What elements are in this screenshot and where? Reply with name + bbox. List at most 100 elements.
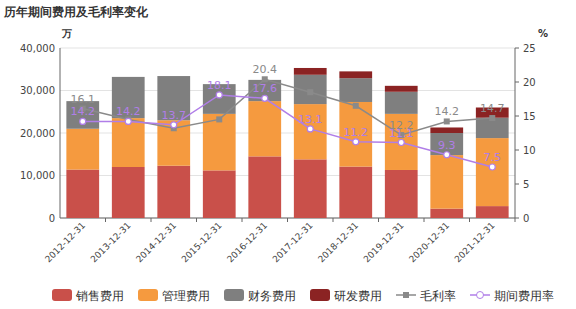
bar xyxy=(112,77,145,118)
y-tick-label: 20,000 xyxy=(20,128,55,139)
y2-tick-label: 10 xyxy=(523,145,536,156)
y-tick-label: 40,000 xyxy=(20,43,55,54)
bar xyxy=(112,76,145,77)
x-tick-label: 2015-12-31 xyxy=(180,220,224,264)
bar xyxy=(385,86,418,92)
bar xyxy=(203,170,236,218)
bar xyxy=(248,156,281,218)
y2-tick xyxy=(515,150,519,151)
marker xyxy=(353,103,359,109)
y2-tick xyxy=(515,218,519,219)
bar xyxy=(66,101,99,129)
bar xyxy=(294,159,327,218)
data-label: 14.7 xyxy=(480,102,505,115)
bar xyxy=(339,167,372,218)
marker xyxy=(171,122,177,128)
x-tick-label: 2020-12-31 xyxy=(407,220,451,264)
y2-tick-label: 0 xyxy=(523,213,529,224)
y2-tick xyxy=(515,184,519,185)
marker xyxy=(307,89,313,95)
data-labels: 16.120.412.214.214.714.214.213.718.117.6… xyxy=(71,63,505,164)
y2-axis xyxy=(515,48,516,218)
data-label: 13.7 xyxy=(162,109,187,122)
y-tick-label: 10,000 xyxy=(20,170,55,181)
grid-line xyxy=(60,48,515,49)
y2-tick xyxy=(515,82,519,83)
data-label: 11.1 xyxy=(389,127,414,140)
y2-tick xyxy=(515,48,519,49)
legend-swatch xyxy=(52,289,72,301)
y2-axis-label: % xyxy=(538,28,548,39)
data-label: 16.1 xyxy=(71,93,96,106)
data-label: 13.1 xyxy=(298,113,323,126)
x-tick-label: 2014-12-31 xyxy=(134,220,178,264)
x-tick xyxy=(378,218,379,222)
y2-tick-label: 15 xyxy=(523,111,536,122)
legend-label: 销售费用 xyxy=(75,289,124,303)
bar xyxy=(476,206,509,218)
x-tick xyxy=(287,218,288,222)
y-axis-label: 万 xyxy=(61,28,72,39)
x-tick-label: 2019-12-31 xyxy=(362,220,406,264)
data-label: 14.2 xyxy=(71,105,96,118)
legend-label: 毛利率 xyxy=(420,289,456,303)
data-label: 18.1 xyxy=(207,79,232,92)
legend-swatch xyxy=(138,289,158,301)
x-tick xyxy=(151,218,152,222)
legend-swatch xyxy=(403,292,409,298)
bar xyxy=(157,76,190,77)
bar xyxy=(385,170,418,218)
bar xyxy=(339,102,372,167)
x-tick-label: 2013-12-31 xyxy=(89,220,133,264)
x-tick-label: 2012-12-31 xyxy=(43,220,87,264)
legend-swatch xyxy=(310,289,330,301)
x-tick xyxy=(469,218,470,222)
legend-label: 管理费用 xyxy=(162,289,210,303)
line xyxy=(83,95,493,167)
bar xyxy=(157,166,190,218)
bar xyxy=(430,155,463,209)
x-tick xyxy=(105,218,106,222)
y2-tick-label: 20 xyxy=(523,77,536,88)
y2-tick-label: 5 xyxy=(523,179,529,190)
x-tick xyxy=(196,218,197,222)
y-tick-label: 0 xyxy=(49,213,55,224)
marker xyxy=(353,139,359,145)
bar xyxy=(476,138,509,206)
x-tick-label: 2017-12-31 xyxy=(271,220,315,264)
data-label: 14.2 xyxy=(435,105,460,118)
data-label: 11.2 xyxy=(344,126,369,139)
bar xyxy=(112,167,145,218)
x-tick-label: 2016-12-31 xyxy=(225,220,269,264)
bar xyxy=(66,129,99,170)
x-tick xyxy=(242,218,243,222)
bar xyxy=(385,92,418,114)
bar xyxy=(157,120,190,165)
bar xyxy=(66,170,99,218)
x-tick-label: 2021-12-31 xyxy=(453,220,497,264)
x-tick xyxy=(515,218,516,222)
bar xyxy=(430,209,463,218)
marker xyxy=(307,126,313,132)
bar xyxy=(339,71,372,78)
y2-tick-label: 25 xyxy=(523,43,536,54)
marker xyxy=(262,95,268,101)
y-tick-label: 30,000 xyxy=(20,85,55,96)
marker xyxy=(216,92,222,98)
legend-label: 研发费用 xyxy=(334,289,382,303)
legend-swatch xyxy=(224,289,244,301)
y2-tick xyxy=(515,116,519,117)
marker xyxy=(216,116,222,122)
marker xyxy=(444,152,450,158)
data-label: 9.3 xyxy=(438,139,456,152)
data-label: 7.5 xyxy=(484,151,502,164)
bar xyxy=(339,78,372,102)
data-label: 14.2 xyxy=(116,105,141,118)
marker xyxy=(398,140,404,146)
bar xyxy=(294,68,327,75)
line xyxy=(83,79,493,135)
bar xyxy=(248,101,281,156)
legend-label: 财务费用 xyxy=(248,289,296,303)
title: 历年期间费用及毛利率变化 xyxy=(3,5,149,19)
bar xyxy=(112,118,145,167)
